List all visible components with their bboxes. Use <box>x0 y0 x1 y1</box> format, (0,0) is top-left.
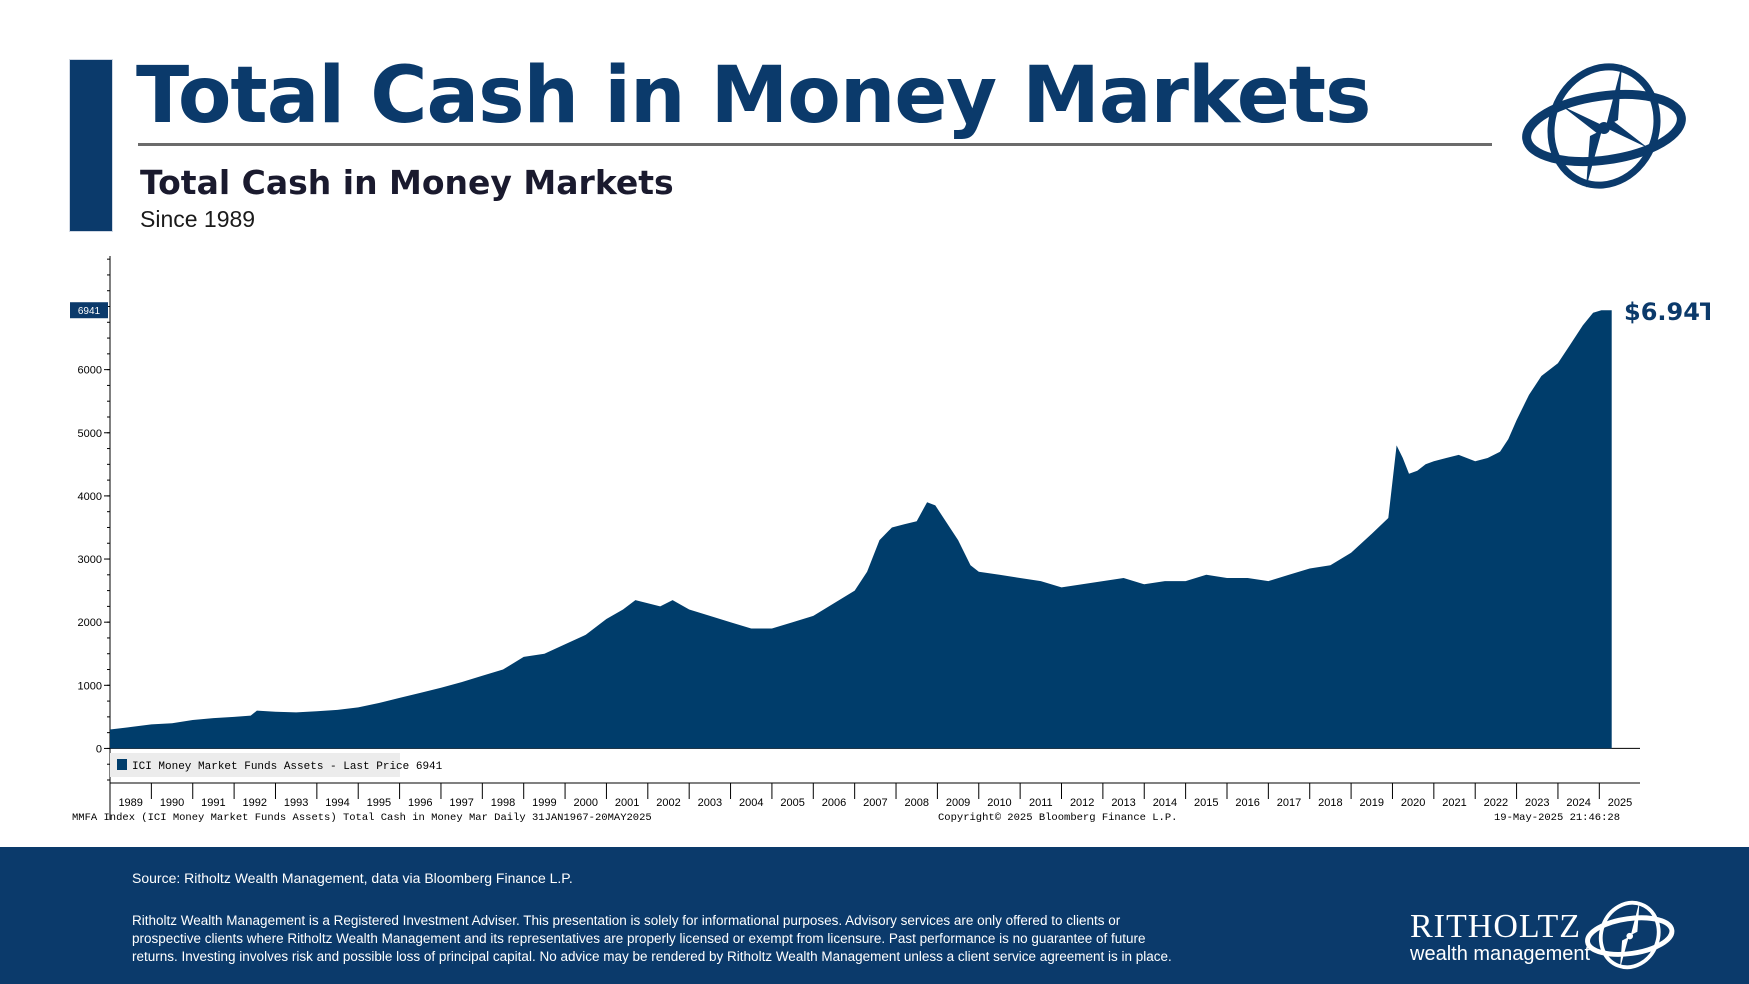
last-value-tag: 6941 <box>78 306 101 317</box>
x-tick-label: 2025 <box>1608 797 1632 809</box>
x-tick-label: 2008 <box>904 797 928 809</box>
legend-label: ICI Money Market Funds Assets - Last Pri… <box>132 761 443 773</box>
chart-footnote-left: MMFA Index (ICI Money Market Funds Asset… <box>72 812 652 824</box>
y-tick-label: 1000 <box>78 680 102 692</box>
x-tick-label: 2005 <box>780 797 804 809</box>
x-tick-label: 2001 <box>615 797 639 809</box>
footer: Source: Ritholtz Wealth Management, data… <box>0 847 1749 984</box>
x-tick-label: 2021 <box>1442 797 1466 809</box>
x-tick-label: 2019 <box>1360 797 1384 809</box>
chart-subtitle: Since 1989 <box>140 206 256 232</box>
y-tick-label: 6000 <box>78 365 102 377</box>
compass-orbit-logo-icon <box>1522 63 1686 189</box>
x-tick-label: 1997 <box>449 797 473 809</box>
x-tick-label: 2023 <box>1525 797 1549 809</box>
chart-title: Total Cash in Money Markets <box>140 163 674 202</box>
x-tick-label: 2014 <box>1153 797 1177 809</box>
page-title: Total Cash in Money Markets <box>136 51 1371 141</box>
footer-disclaimer: Ritholtz Wealth Management is a Register… <box>132 913 1172 964</box>
x-tick-label: 2010 <box>987 797 1011 809</box>
chart-footnote-right: 19-May-2025 21:46:28 <box>1494 812 1620 824</box>
x-tick-label: 2011 <box>1029 797 1053 809</box>
x-tick-label: 1993 <box>284 797 308 809</box>
bloomberg-chart: 0 1000 2000 3000 4000 5000 6000 1989 1990 1991 19… <box>70 256 1710 824</box>
x-tick-label: 2002 <box>656 797 680 809</box>
chart-area: 0 1000 2000 3000 4000 5000 6000 1989 1990 1991 19… <box>60 248 1710 828</box>
x-tick-label: 2000 <box>574 797 598 809</box>
x-tick-label: 2003 <box>698 797 722 809</box>
x-tick-label: 2013 <box>1111 797 1135 809</box>
x-tick-label: 2024 <box>1566 797 1590 809</box>
x-tick-label: 1991 <box>201 797 225 809</box>
x-tick-label: 2007 <box>863 797 887 809</box>
x-tick-label: 2009 <box>946 797 970 809</box>
x-tick-label: 2015 <box>1194 797 1218 809</box>
x-tick-label: 2017 <box>1277 797 1301 809</box>
x-tick-label: 1992 <box>243 797 267 809</box>
footer-brand: RITHOLTZ wealth management <box>1410 908 1591 965</box>
legend-swatch <box>117 759 127 770</box>
x-tick-label: 1995 <box>367 797 391 809</box>
title-divider <box>138 143 1492 146</box>
x-tick-label: 1999 <box>532 797 556 809</box>
x-tick-label: 1998 <box>491 797 515 809</box>
x-tick-label: 1989 <box>118 797 142 809</box>
footer-source: Source: Ritholtz Wealth Management, data… <box>132 870 573 886</box>
x-tick-label: 2004 <box>739 797 763 809</box>
x-tick-label: 2006 <box>822 797 846 809</box>
x-tick-label: 1990 <box>160 797 184 809</box>
y-tick-label: 5000 <box>78 428 102 440</box>
chart-footnote-center: Copyright© 2025 Bloomberg Finance L.P. <box>938 812 1177 824</box>
y-tick-label: 0 <box>96 743 102 755</box>
x-tick-label: 2022 <box>1484 797 1508 809</box>
x-tick-label: 2016 <box>1235 797 1259 809</box>
title-accent-bar <box>69 59 113 232</box>
x-tick-label: 2020 <box>1401 797 1425 809</box>
chart-legend: ICI Money Market Funds Assets - Last Pri… <box>110 753 443 777</box>
last-value-callout: $6.94T <box>1624 298 1710 326</box>
x-tick-label: 2018 <box>1318 797 1342 809</box>
footer-compass-logo-icon <box>1585 900 1675 970</box>
brand-tagline: wealth management <box>1410 943 1591 965</box>
brand-name: RITHOLTZ <box>1410 908 1582 945</box>
x-tick-label: 2012 <box>1070 797 1094 809</box>
last-value-tag-box <box>70 302 108 319</box>
area-series-fill <box>110 310 1612 749</box>
y-tick-label: 2000 <box>78 617 102 629</box>
x-tick-label: 1996 <box>408 797 432 809</box>
y-tick-label: 3000 <box>78 554 102 566</box>
y-tick-label: 4000 <box>78 491 102 503</box>
x-tick-label: 1994 <box>325 797 349 809</box>
